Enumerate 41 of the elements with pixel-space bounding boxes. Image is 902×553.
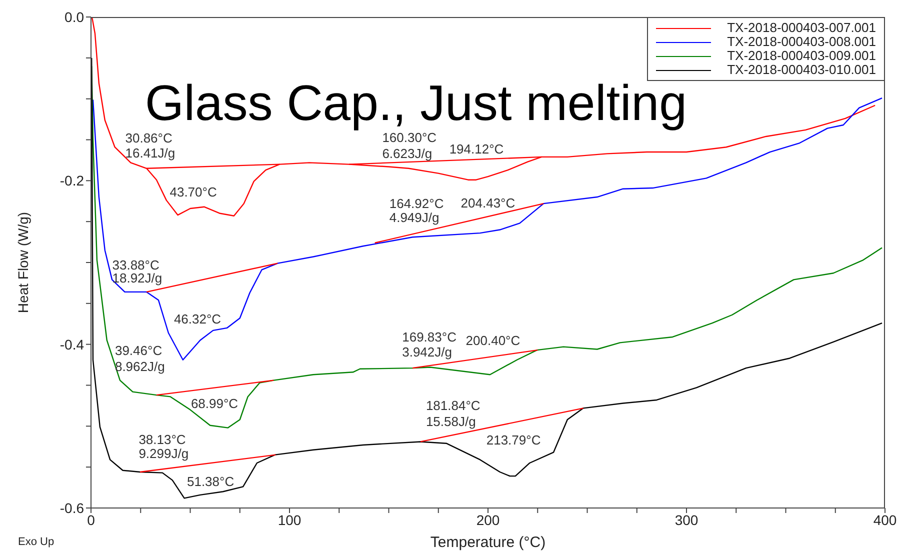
legend-label: TX-2018-000403-009.001 xyxy=(727,48,876,63)
annotation: 46.32°C xyxy=(174,311,222,326)
legend-label: TX-2018-000403-010.001 xyxy=(727,62,876,77)
annotation: 39.46°C xyxy=(114,342,162,358)
annotation: 68.99°C xyxy=(190,396,238,412)
annotation: 9.299J/g xyxy=(138,446,189,462)
annotation: 38.13°C xyxy=(138,432,186,448)
annotation: 164.92°C xyxy=(389,196,444,211)
annotation: 33.88°C xyxy=(112,258,160,273)
x-tick-label: 100 xyxy=(278,512,302,528)
annotation: 4.949J/g xyxy=(389,210,440,225)
annotation: 213.79°C xyxy=(486,432,541,448)
text: Exo Up xyxy=(18,536,54,548)
annotation: 204.43°C xyxy=(460,195,516,210)
legend-label: TX-2018-000403-008.001 xyxy=(727,34,876,49)
y-tick-label: -0.2 xyxy=(60,172,84,189)
x-tick-label: 0 xyxy=(87,512,96,528)
annotation: 43.70°C xyxy=(170,184,217,200)
x-tick-label: 300 xyxy=(674,512,698,528)
annotation: 18.92J/g xyxy=(112,270,162,286)
annotation: 160.30°C xyxy=(382,130,437,146)
annotation: 194.12°C xyxy=(449,141,504,156)
annotation: 200.40°C xyxy=(466,333,520,348)
y-axis-title: Heat Flow (W/g) xyxy=(15,212,31,314)
annotation: 30.86°C xyxy=(125,130,172,146)
annotation: 51.38°C xyxy=(186,474,234,489)
annotation: 181.84°C xyxy=(426,398,480,413)
y-tick-label: 0.0 xyxy=(64,8,84,25)
x-tick-label: 200 xyxy=(476,512,500,528)
annotation: 3.942J/g xyxy=(402,344,452,360)
legend-label: TX-2018-000403-007.001 xyxy=(727,20,876,35)
y-tick-label: -0.6 xyxy=(60,500,84,516)
text: Glass Cap., Just melting xyxy=(145,75,687,131)
annotation: 169.83°C xyxy=(402,330,456,345)
y-tick-label: -0.4 xyxy=(60,336,84,352)
annotation: 15.58J/g xyxy=(426,414,476,429)
annotation: 8.962J/g xyxy=(114,358,165,374)
x-tick-label: 400 xyxy=(873,512,897,528)
x-axis-title: Temperature (°C) xyxy=(430,534,546,551)
annotation: 6.623J/g xyxy=(382,146,432,162)
annotation: 16.41J/g xyxy=(125,146,176,161)
